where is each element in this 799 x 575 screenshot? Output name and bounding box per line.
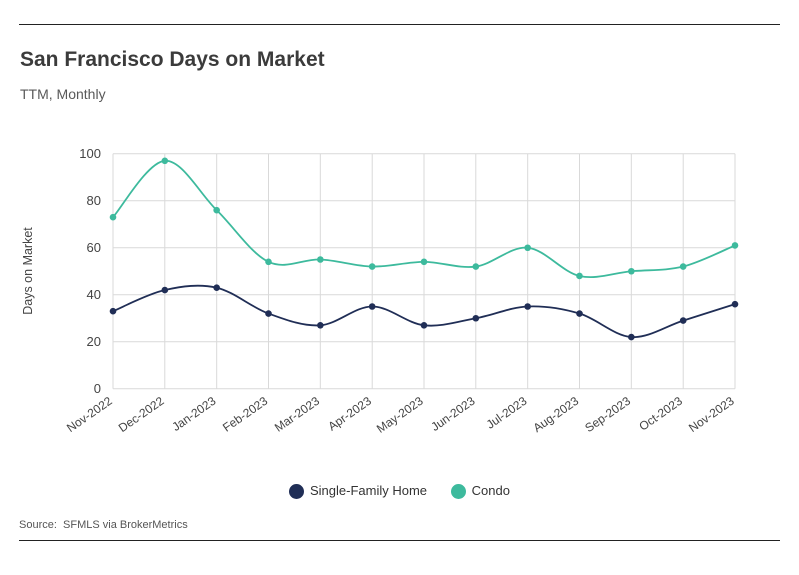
svg-text:40: 40 — [87, 287, 101, 302]
svg-text:0: 0 — [94, 381, 101, 396]
svg-text:Nov-2023: Nov-2023 — [686, 394, 737, 435]
svg-text:Sep-2023: Sep-2023 — [582, 394, 633, 436]
svg-text:20: 20 — [87, 334, 101, 349]
svg-text:Nov-2022: Nov-2022 — [64, 394, 115, 435]
svg-text:Jul-2023: Jul-2023 — [484, 394, 530, 432]
svg-text:Aug-2023: Aug-2023 — [531, 394, 582, 436]
svg-text:Jan-2023: Jan-2023 — [169, 394, 218, 434]
svg-text:Days on Market: Days on Market — [21, 227, 35, 315]
svg-text:Feb-2023: Feb-2023 — [220, 394, 270, 435]
svg-text:60: 60 — [87, 240, 101, 255]
svg-text:Jun-2023: Jun-2023 — [428, 394, 477, 434]
svg-text:Dec-2022: Dec-2022 — [116, 394, 167, 435]
svg-text:Oct-2023: Oct-2023 — [636, 394, 685, 434]
svg-text:Mar-2023: Mar-2023 — [272, 394, 322, 435]
svg-text:80: 80 — [87, 193, 101, 208]
svg-text:100: 100 — [79, 146, 101, 161]
svg-text:May-2023: May-2023 — [374, 394, 426, 436]
svg-text:Apr-2023: Apr-2023 — [325, 394, 374, 434]
